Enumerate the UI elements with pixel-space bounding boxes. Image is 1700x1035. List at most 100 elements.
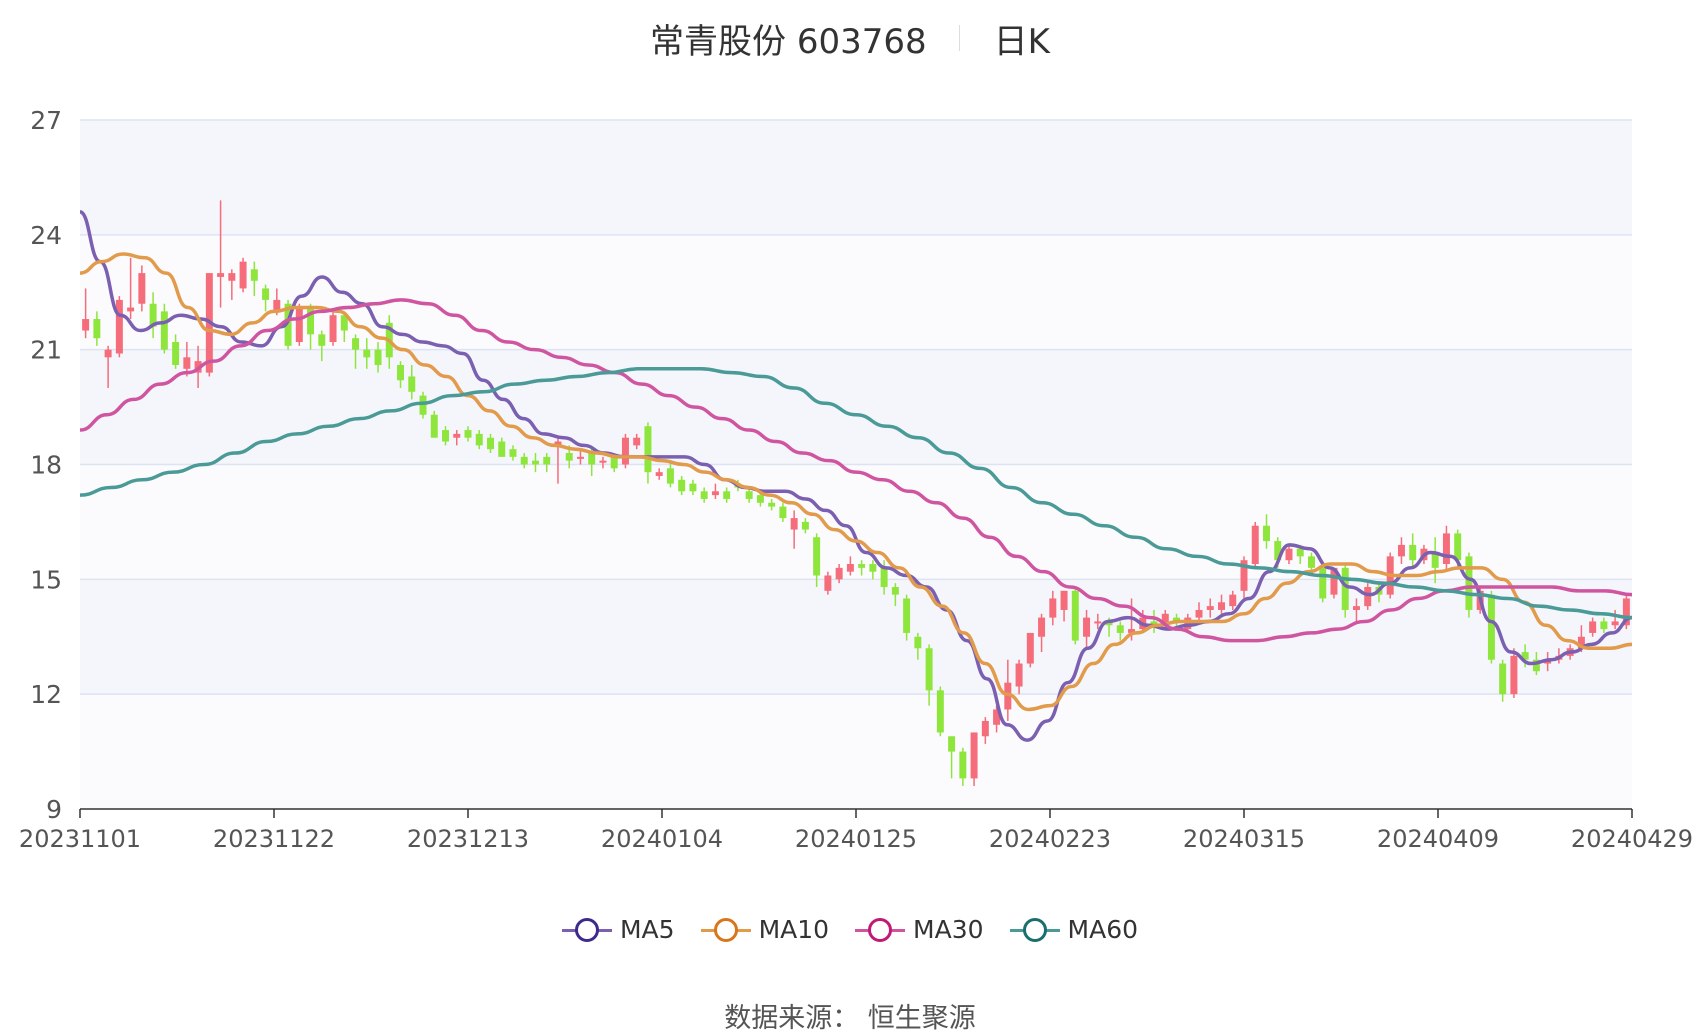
candle-body xyxy=(1499,663,1507,695)
candle-body xyxy=(1600,621,1608,630)
candle-body xyxy=(1184,617,1192,630)
candle-body xyxy=(1532,659,1540,672)
candle-body xyxy=(475,433,483,446)
candle-body xyxy=(250,269,258,281)
x-tick-label: 20231101 xyxy=(19,825,141,853)
candle-body xyxy=(520,456,528,465)
candle-body xyxy=(756,495,764,503)
legend-marker-icon xyxy=(1009,917,1060,942)
candle-body xyxy=(1274,541,1282,561)
candle-body xyxy=(970,732,978,779)
candle-body xyxy=(239,261,247,289)
y-tick-label: 24 xyxy=(30,221,62,250)
candle-body xyxy=(543,456,551,465)
legend-item[interactable]: MA60 xyxy=(1009,915,1139,944)
candle-body xyxy=(599,460,607,463)
candle-body xyxy=(1240,560,1248,591)
candle-body xyxy=(1319,567,1327,599)
candle-body xyxy=(903,598,911,633)
candle-body xyxy=(1173,617,1181,622)
x-tick-label: 20240429 xyxy=(1571,825,1693,853)
candle-body xyxy=(689,483,697,492)
candle-body xyxy=(374,349,382,365)
candle-body xyxy=(959,751,967,779)
candle-body xyxy=(138,273,146,304)
legend-item[interactable]: MA5 xyxy=(561,915,675,944)
candle-body xyxy=(149,303,157,327)
candle-body xyxy=(217,273,225,277)
candle-body xyxy=(621,437,629,465)
candle-body xyxy=(858,564,866,568)
candle-body xyxy=(1195,609,1203,618)
candle-body xyxy=(1038,617,1046,637)
legend-marker-icon xyxy=(700,917,751,942)
candle-body xyxy=(745,491,753,499)
candle-body xyxy=(487,437,494,450)
candle-body xyxy=(1251,525,1259,565)
candle-body xyxy=(104,349,112,358)
candle-body xyxy=(307,307,315,335)
x-tick-label: 20240315 xyxy=(1183,825,1305,853)
candle-body xyxy=(340,315,348,331)
candle-body xyxy=(419,395,427,415)
candle-body xyxy=(1622,598,1630,626)
data-source: 数据来源： 恒生聚源 xyxy=(724,1003,976,1034)
x-tick-label: 20231122 xyxy=(213,825,335,853)
grid-band xyxy=(80,349,1632,465)
y-tick-label: 21 xyxy=(30,336,62,365)
chart-title: 常青股份 603768 日K xyxy=(0,8,1700,68)
candle-body xyxy=(1004,682,1012,710)
candle-body xyxy=(228,273,236,281)
legend-marker-icon xyxy=(561,917,612,942)
candle-body xyxy=(1465,556,1473,610)
candle-body xyxy=(531,460,539,465)
candle-body xyxy=(678,479,686,492)
grid-band xyxy=(80,694,1632,809)
candle-body xyxy=(880,567,888,587)
candle-body xyxy=(790,518,798,530)
candle-body xyxy=(318,334,326,346)
candle-body xyxy=(1442,533,1450,565)
candle-body xyxy=(1071,590,1079,641)
candle-body xyxy=(1611,621,1619,626)
candle-body xyxy=(115,299,123,354)
x-tick-label: 20240104 xyxy=(601,825,723,853)
grid-band xyxy=(80,579,1632,695)
period-label[interactable]: 日K xyxy=(993,21,1050,62)
candle-body xyxy=(1307,556,1315,568)
y-tick-label: 9 xyxy=(46,795,62,824)
candle-body xyxy=(1128,629,1136,633)
candle-body xyxy=(813,537,821,576)
legend-item[interactable]: MA10 xyxy=(700,915,830,944)
candle-body xyxy=(1397,544,1405,557)
legend-item[interactable]: MA30 xyxy=(855,915,984,944)
candle-body xyxy=(509,449,517,457)
candle-body xyxy=(1487,594,1495,660)
candle-body xyxy=(1589,621,1597,633)
candle-body xyxy=(1060,590,1068,610)
candle-body xyxy=(498,441,506,457)
x-tick-label: 20231213 xyxy=(407,825,529,853)
candle-body xyxy=(846,564,854,572)
candle-body xyxy=(1094,621,1102,624)
candle-body xyxy=(644,426,652,473)
candle-body xyxy=(610,456,618,469)
legend-label: MA60 xyxy=(1067,915,1139,944)
candle-body xyxy=(891,586,899,595)
x-tick-label: 20240125 xyxy=(795,825,917,853)
y-tick-label: 18 xyxy=(30,451,62,480)
candle-body xyxy=(1352,606,1360,610)
candle-body xyxy=(1285,548,1293,561)
candle-body xyxy=(723,491,731,499)
candle-body xyxy=(464,430,472,438)
candle-body xyxy=(430,414,438,438)
title-divider xyxy=(958,25,960,51)
grid-band xyxy=(80,464,1632,580)
candle-body xyxy=(936,690,944,733)
candle-body xyxy=(700,491,708,499)
candle-body xyxy=(1161,613,1169,626)
candle-body xyxy=(453,433,461,438)
candle-body xyxy=(1510,655,1518,695)
legend-label: MA10 xyxy=(758,915,830,944)
candle-body xyxy=(82,319,90,331)
